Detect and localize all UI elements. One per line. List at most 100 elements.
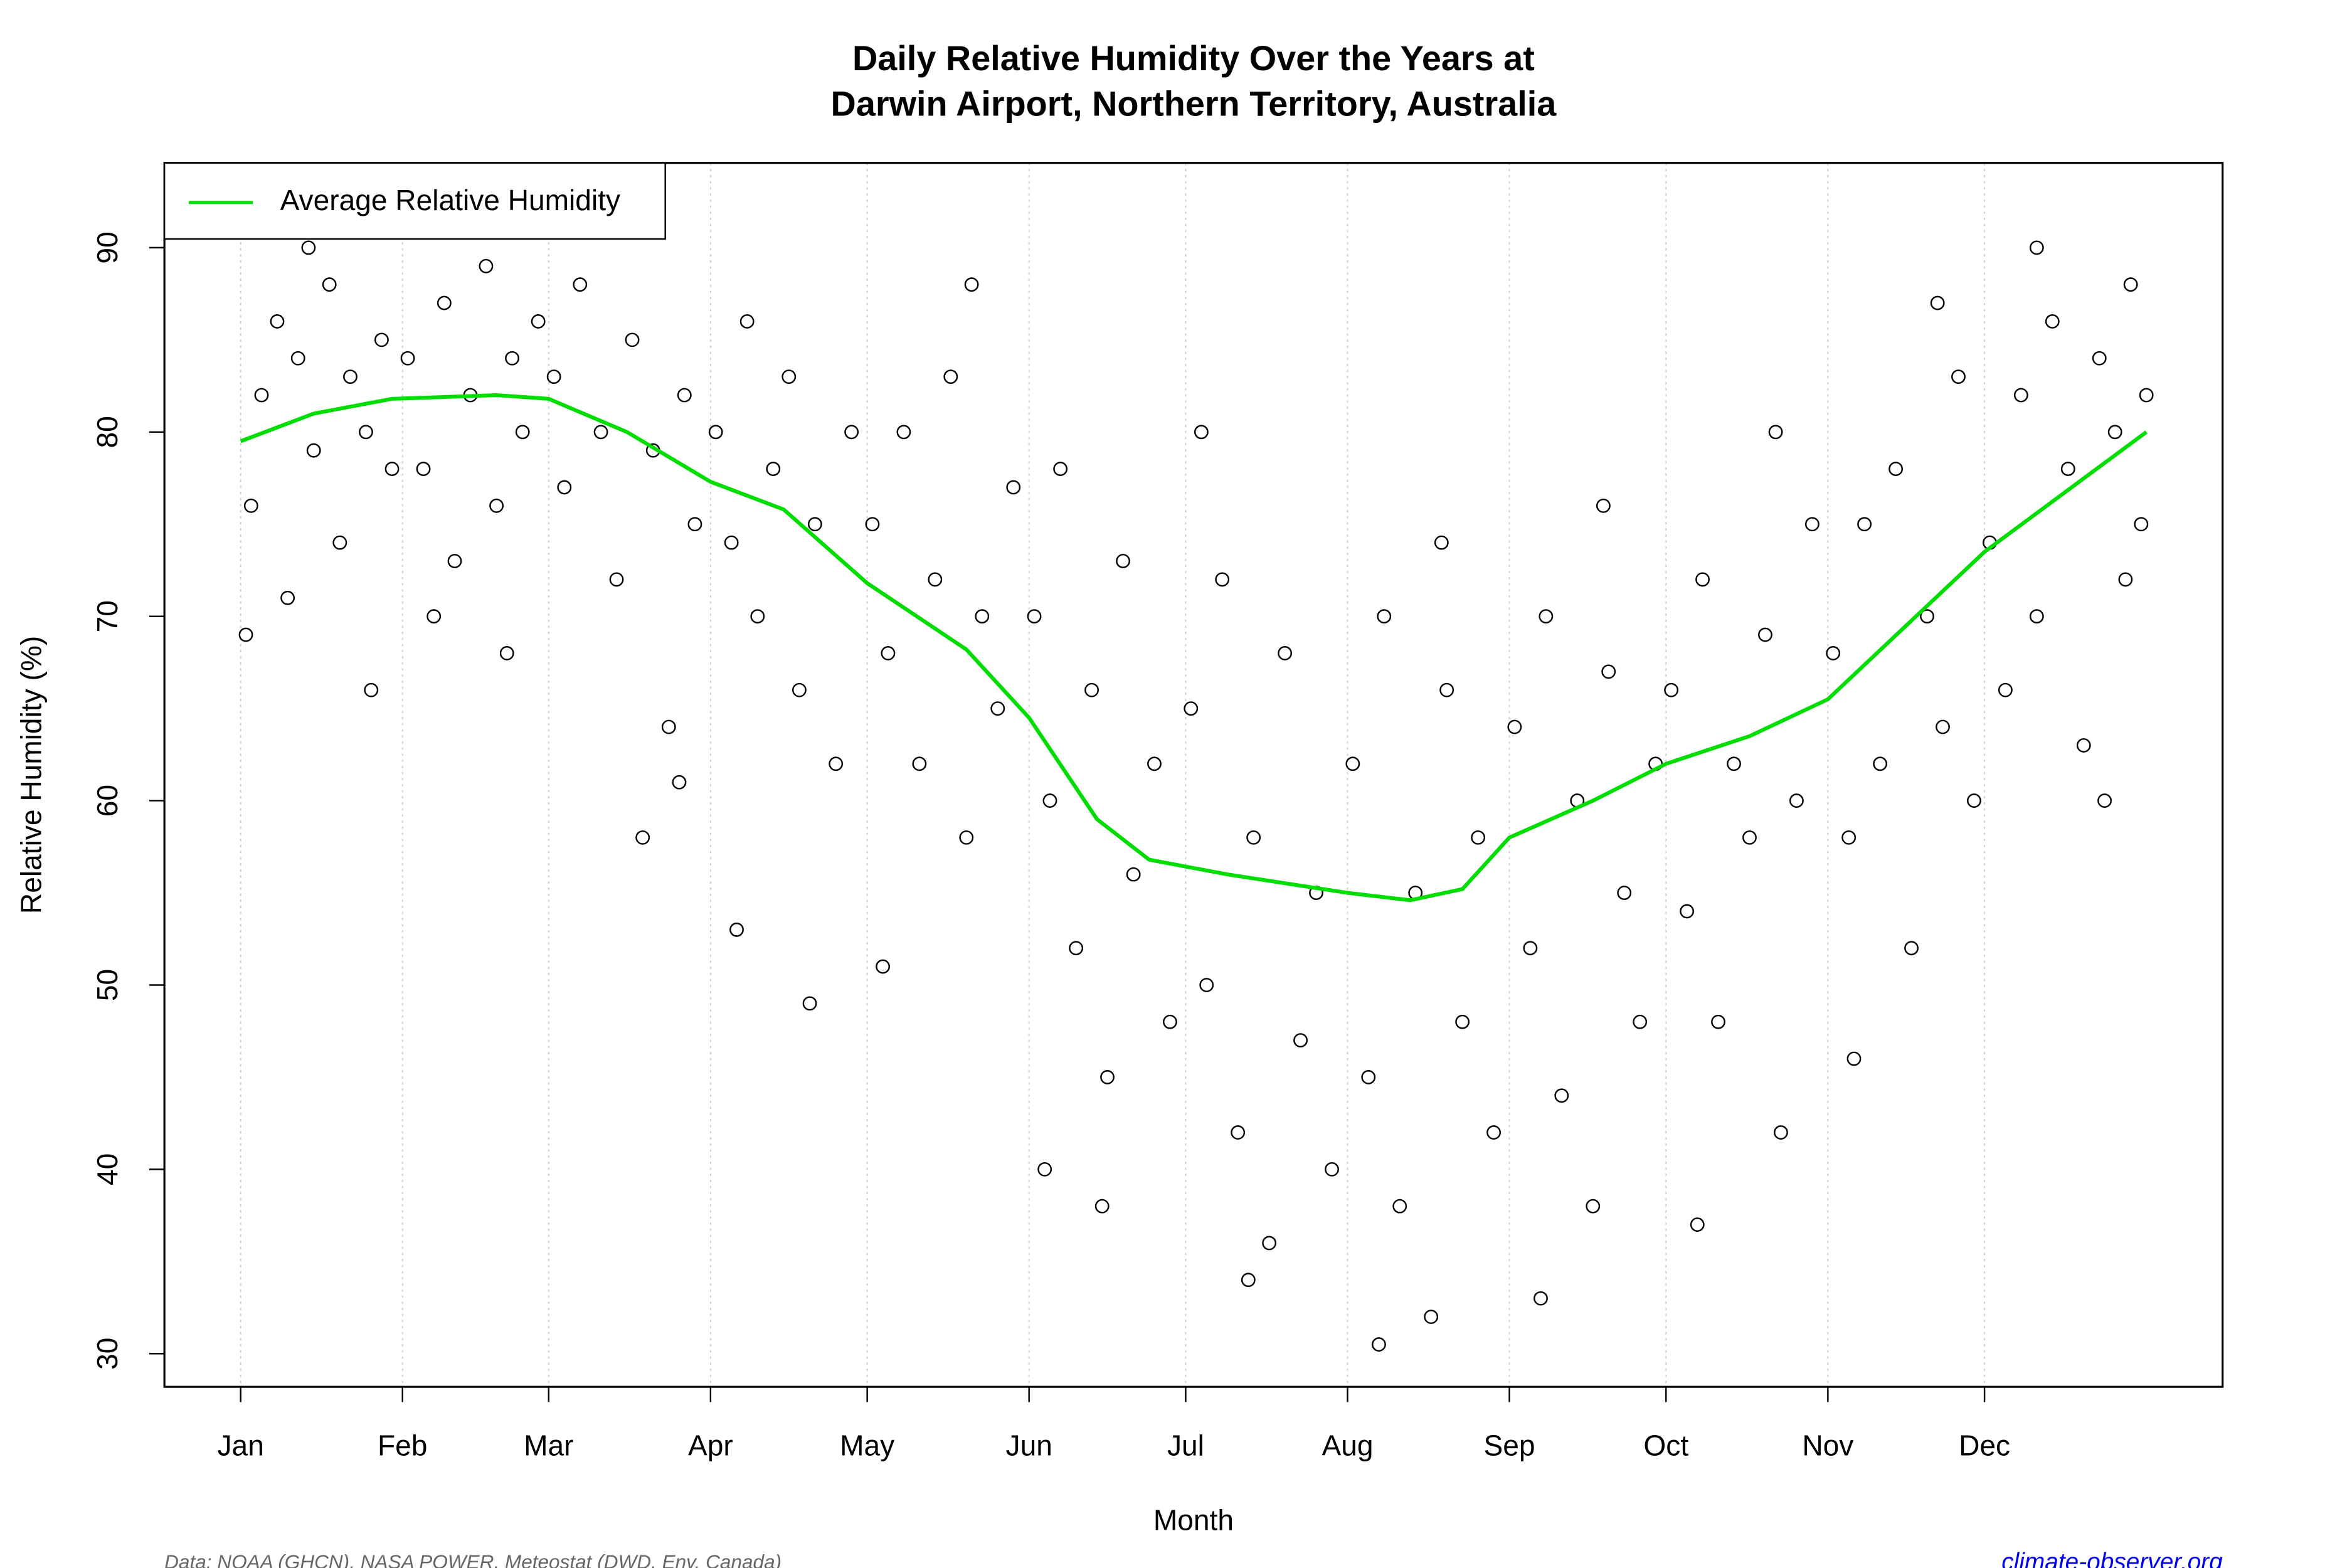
data-point	[1695, 572, 1710, 587]
data-point	[1377, 609, 1392, 624]
data-point	[844, 425, 859, 440]
data-point	[2060, 462, 2075, 476]
source-note: Data: NOAA (GHCN), NASA POWER, Meteostat…	[164, 1550, 781, 1568]
x-tick-label: Nov	[1802, 1429, 1853, 1461]
data-point	[1392, 1199, 1407, 1214]
data-point	[802, 996, 817, 1011]
data-point	[531, 314, 546, 329]
y-tick-label: 50	[91, 969, 124, 1001]
data-point	[1742, 830, 1757, 845]
data-point	[1601, 664, 1616, 679]
y-tick-label: 70	[91, 600, 124, 632]
data-point	[635, 830, 650, 845]
data-point	[876, 959, 891, 974]
data-point	[1826, 646, 1841, 660]
data-point	[243, 498, 258, 513]
x-tick-label: Apr	[688, 1429, 733, 1461]
data-point	[1967, 793, 1981, 808]
data-point	[1163, 1014, 1177, 1029]
chart-title: Daily Relative Humidity Over the Years a…	[852, 38, 1535, 78]
data-point	[1126, 867, 1141, 882]
data-point	[1027, 609, 1042, 624]
data-point	[280, 590, 295, 605]
data-point	[1841, 830, 1857, 845]
x-axis-label: Month	[1153, 1503, 1234, 1536]
data-point	[609, 572, 624, 587]
data-point	[1037, 1162, 1052, 1177]
data-point	[1596, 498, 1611, 513]
data-point	[881, 646, 896, 660]
data-point	[447, 554, 462, 568]
data-point	[416, 462, 431, 476]
data-point	[1873, 756, 1888, 771]
x-tick-label: Feb	[378, 1429, 427, 1461]
data-point	[661, 719, 676, 734]
data-point	[677, 388, 692, 403]
data-point	[2029, 240, 2044, 255]
x-tick-label: Mar	[524, 1429, 573, 1461]
data-point	[426, 609, 442, 624]
data-point	[2134, 517, 2149, 532]
data-point	[1278, 646, 1293, 660]
data-point	[499, 646, 514, 660]
y-tick-label: 60	[91, 785, 124, 817]
data-point	[1930, 295, 1945, 310]
data-point	[1094, 1199, 1110, 1214]
data-point	[546, 369, 561, 384]
data-point	[254, 388, 269, 403]
legend-label: Average Relative Humidity	[280, 184, 620, 216]
data-point	[975, 609, 990, 624]
data-point	[332, 535, 347, 550]
data-point	[1633, 1014, 1648, 1029]
data-point	[1951, 369, 1966, 384]
data-point	[807, 517, 822, 532]
x-tick-label: Aug	[1322, 1429, 1373, 1461]
data-point	[1116, 554, 1130, 568]
data-point	[1507, 719, 1522, 734]
data-point	[1006, 480, 1021, 495]
data-point	[1053, 462, 1068, 476]
data-point	[1586, 1199, 1601, 1214]
data-point	[708, 425, 723, 440]
x-tick-label: Jan	[218, 1429, 264, 1461]
data-point	[2123, 277, 2138, 292]
data-point	[781, 369, 797, 384]
data-point	[2097, 793, 2112, 808]
data-point	[1147, 756, 1162, 771]
data-point	[1262, 1236, 1277, 1251]
x-tick-label: Jun	[1006, 1429, 1052, 1461]
data-point	[374, 332, 389, 347]
data-point	[1936, 719, 1950, 734]
data-point	[2139, 388, 2154, 403]
data-point	[959, 830, 974, 845]
data-point	[1904, 941, 1919, 956]
data-point	[322, 277, 337, 292]
data-point	[2118, 572, 2133, 587]
data-point	[479, 258, 494, 273]
data-point	[912, 756, 927, 771]
data-point	[238, 627, 253, 642]
site-link[interactable]: climate-observer.org	[2001, 1549, 2223, 1568]
data-point	[1486, 1125, 1501, 1140]
data-point	[1846, 1051, 1862, 1066]
data-point	[1231, 1125, 1246, 1140]
data-point	[1424, 1310, 1439, 1324]
data-point	[1042, 793, 1057, 808]
y-tick-label: 80	[91, 416, 124, 448]
data-point	[1184, 701, 1199, 716]
data-point	[1523, 941, 1538, 956]
data-point	[1711, 1014, 1725, 1029]
data-point	[1439, 682, 1454, 697]
data-point	[1069, 941, 1084, 956]
data-point	[792, 682, 807, 697]
data-point	[1768, 425, 1783, 440]
x-tick-label: Dec	[1959, 1429, 2010, 1461]
data-point	[1888, 462, 1903, 476]
data-point	[290, 351, 305, 366]
data-point	[1471, 830, 1486, 845]
data-point	[515, 425, 530, 440]
data-point	[2107, 425, 2122, 440]
